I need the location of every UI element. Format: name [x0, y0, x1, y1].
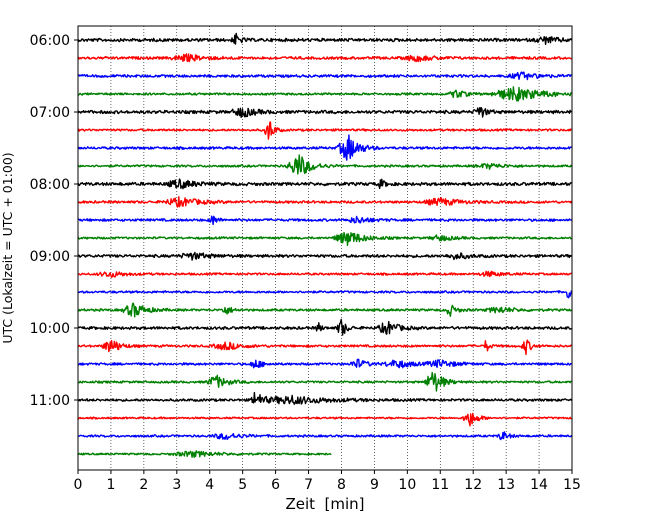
trace-1145: [77, 450, 332, 458]
x-tick-label: 1: [106, 477, 115, 493]
x-tick-label: 4: [205, 477, 214, 493]
x-tick-label: 2: [139, 477, 148, 493]
trace-1115: [77, 412, 572, 427]
y-axis-label: UTC (Lokalzeit = UTC + 01:00): [0, 152, 15, 343]
trace-0845: [77, 231, 572, 247]
trace-0945: [77, 302, 573, 318]
x-tick-label: 0: [74, 477, 83, 493]
trace-0700: [77, 106, 573, 118]
x-tick-label: 6: [271, 477, 280, 493]
x-axis-ticks: 0 1 2 3 4 5 6 7 8 9 10 11 12 13 14 15: [74, 470, 581, 493]
trace-0730: [77, 134, 572, 161]
x-tick-label: 8: [337, 477, 346, 493]
trace-0815: [78, 196, 573, 208]
trace-0915: [77, 270, 572, 278]
x-tick-label: 5: [238, 477, 247, 493]
y-tick-label: 10:00: [30, 321, 70, 337]
trace-0800: [77, 178, 573, 190]
x-tick-label: 15: [563, 477, 581, 493]
y-tick-label: 09:00: [30, 249, 70, 265]
trace-0715: [77, 121, 572, 140]
x-tick-label: 14: [530, 477, 548, 493]
trace-1030: [77, 358, 572, 369]
y-tick-label: 08:00: [30, 177, 70, 193]
x-tick-label: 9: [370, 477, 379, 493]
x-tick-label: 3: [172, 477, 181, 493]
x-tick-label: 10: [398, 477, 416, 493]
y-tick-label: 11:00: [30, 393, 70, 409]
trace-0930: [77, 290, 573, 299]
x-tick-label: 13: [497, 477, 515, 493]
trace-0600: [77, 32, 573, 46]
trace-0630: [77, 71, 573, 81]
y-tick-label: 06:00: [30, 33, 70, 49]
trace-1015: [77, 339, 572, 356]
trace-0745: [77, 154, 573, 175]
trace-0830: [77, 215, 572, 226]
x-axis-label: Zeit [min]: [285, 495, 364, 513]
y-tick-label: 07:00: [30, 105, 70, 121]
trace-1130: [77, 431, 573, 441]
trace-0900: [77, 251, 573, 261]
trace-1100: [77, 391, 573, 405]
trace-1045: [77, 371, 572, 392]
trace-1000: [77, 318, 572, 336]
x-tick-label: 12: [464, 477, 482, 493]
x-tick-label: 7: [304, 477, 313, 493]
seismic-traces: [77, 32, 573, 458]
plot-frame: [77, 25, 573, 471]
trace-0615: [77, 53, 572, 63]
y-axis-ticks: 06:00 07:00 08:00 09:00 10:00 11:00: [30, 33, 78, 409]
trace-0645: [77, 86, 573, 102]
x-tick-label: 11: [431, 477, 449, 493]
